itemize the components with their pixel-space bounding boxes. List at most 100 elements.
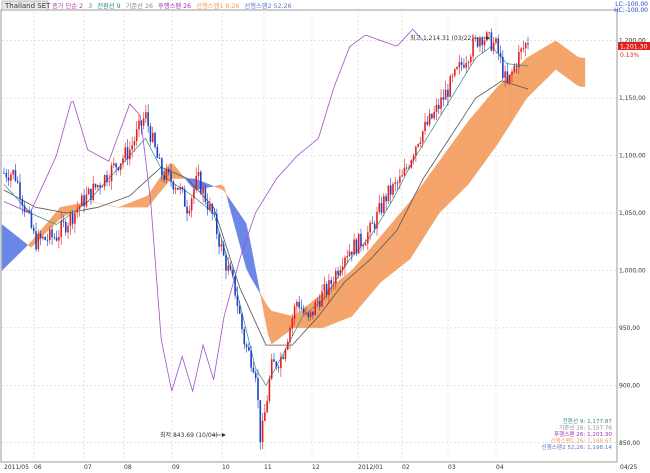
candle-body [238, 306, 241, 314]
candle-body [266, 400, 268, 413]
candles [3, 28, 529, 450]
cloud-segment [464, 120, 469, 189]
cloud-segment [457, 130, 462, 196]
candle-body [257, 378, 259, 401]
candle-body [23, 205, 26, 212]
cloud-segment [282, 313, 287, 337]
candle-body [229, 265, 232, 270]
candle-body [330, 280, 333, 285]
cloud-segment [581, 57, 586, 87]
candle-body [497, 38, 500, 53]
candle-body [58, 236, 60, 241]
candle-body [83, 195, 85, 207]
candle-body [55, 237, 58, 241]
candle-body [421, 131, 424, 143]
candle-body [165, 169, 168, 180]
candle-body [465, 63, 468, 68]
candle-body [344, 257, 346, 267]
candle-body [106, 175, 108, 183]
candle-body [216, 213, 218, 235]
candle-body [252, 367, 255, 373]
candle-body [383, 196, 385, 213]
candle-body [511, 71, 513, 75]
x-tick-label: 09 [172, 464, 180, 471]
header-legend-item: 선행스팬1 9,26 [196, 1, 239, 10]
cloud-segment [133, 199, 137, 208]
cloud-segment [490, 90, 495, 155]
candle-body [250, 350, 252, 368]
candle-body [364, 243, 367, 246]
candle-body [469, 56, 472, 63]
candle-body [119, 163, 122, 170]
x-tick-label: 04 [496, 464, 504, 471]
candle-body [181, 187, 184, 190]
candle-body [179, 187, 181, 190]
candle-body [92, 183, 95, 201]
candle-body [90, 188, 92, 201]
candle-body [174, 187, 177, 190]
cloud-segment [428, 170, 433, 231]
cloud-segment [486, 94, 491, 160]
candle-body [502, 56, 504, 78]
candle-body [67, 225, 69, 233]
candle-body [154, 132, 156, 147]
candle-body [426, 121, 429, 125]
candle-body [474, 38, 477, 39]
cloud-segment [555, 40, 560, 73]
candle-body [46, 239, 49, 241]
candle-body [513, 65, 516, 72]
candle-body [369, 222, 371, 233]
x-tick-label: 11 [264, 464, 272, 471]
candle-body [222, 244, 225, 256]
candle-body [337, 270, 339, 276]
candle-body [401, 175, 403, 177]
cloud-segment [530, 53, 535, 95]
current-price: 1,201.30 [620, 44, 648, 51]
symbol-tab[interactable] [1, 0, 49, 11]
bottom-legend-item: 후행스팬 26: 1,201.30 [554, 430, 612, 438]
cloud-segment [16, 235, 21, 257]
candle-body [254, 372, 257, 379]
candle-body [37, 233, 40, 250]
candle-body [131, 145, 133, 150]
candle-body [302, 308, 305, 314]
cloud-segment [573, 53, 578, 86]
y-axis: 850,00 900,00 950,00 1,000,00 1,050,00 1,100,… [619, 38, 646, 447]
candle-body [479, 38, 481, 47]
candle-body [209, 204, 211, 210]
candle-body [42, 236, 44, 239]
candle-body [147, 112, 149, 127]
candle-body [467, 62, 470, 64]
candle-body [44, 236, 46, 240]
cloud-segment [460, 125, 465, 192]
cloud-segment [471, 112, 476, 180]
cloud-segment [479, 103, 484, 170]
candle-body [35, 231, 37, 250]
candle-body [515, 65, 518, 68]
candle-body [300, 307, 303, 309]
x-tick-label: 2012/01 [358, 464, 383, 471]
candle-body [234, 275, 236, 296]
candle-body [10, 174, 12, 181]
candle-body [129, 149, 131, 160]
cloud-segment [337, 278, 342, 323]
candle-body [94, 183, 97, 188]
cloud-segment [552, 40, 556, 74]
cloud-segment [366, 248, 371, 300]
candle-body [140, 120, 143, 126]
candle-body [64, 222, 67, 233]
candle-body [85, 194, 88, 207]
candle-body [419, 142, 422, 144]
candle-body [309, 311, 312, 318]
candle-body [492, 42, 495, 51]
cloud-segment [450, 140, 454, 203]
candle-body [99, 185, 101, 188]
candle-body [339, 270, 342, 276]
candle-body [163, 175, 165, 180]
ichimoku-cloud [1, 40, 586, 345]
cloud-segment [278, 312, 283, 339]
candle-body [518, 51, 520, 68]
candle-body [380, 203, 383, 213]
x-tick-label: 02 [402, 464, 410, 471]
candle-body [259, 400, 262, 443]
